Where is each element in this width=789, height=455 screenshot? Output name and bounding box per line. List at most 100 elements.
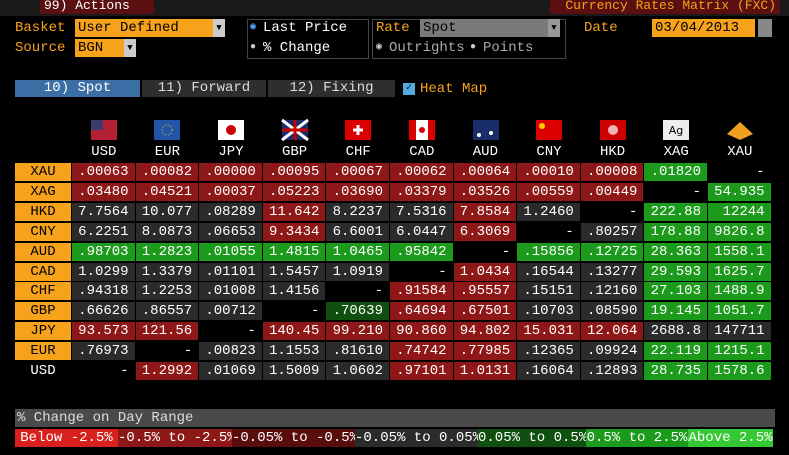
- rate-cell: 10.077: [135, 202, 200, 222]
- rate-cell: .00559: [517, 182, 581, 202]
- rate-cell: 1.5009: [262, 362, 327, 381]
- rate-cell: 1.2992: [135, 362, 200, 381]
- rate-cell: 6.2251: [72, 222, 136, 242]
- rate-cell: 12244: [708, 202, 772, 222]
- column-header: CHF: [345, 144, 371, 160]
- rate-cell: 1.4156: [262, 282, 327, 302]
- row-label: CNY: [15, 222, 72, 242]
- rate-cell: .12893: [580, 362, 645, 381]
- rate-cell: 1488.9: [708, 282, 772, 302]
- rate-cell: .00000: [199, 163, 263, 182]
- dropdown-arrow[interactable]: ▼: [548, 19, 560, 37]
- radio[interactable]: ●: [250, 42, 257, 53]
- rate-cell: .00067: [326, 163, 390, 182]
- rate-cell: .01820: [644, 163, 708, 182]
- rate-cell: .00064: [453, 163, 518, 182]
- rate-cell: -: [72, 362, 136, 381]
- column-header: HKD: [599, 144, 626, 160]
- rate-cell: .03379: [390, 182, 454, 202]
- rate-cell: 6.0447: [390, 222, 454, 242]
- rate-cell: 28.735: [644, 362, 708, 381]
- rate-cell: -: [135, 342, 200, 362]
- rate-cell: 1.0919: [326, 262, 390, 282]
- rate-cell: 1.0434: [453, 262, 518, 282]
- rate-cell: 178.88: [644, 222, 708, 242]
- rate-cell: 15.031: [517, 322, 581, 342]
- radio-selected[interactable]: ◉: [250, 22, 257, 33]
- pct-change-option[interactable]: % Change: [263, 40, 331, 56]
- rate-cell: .00037: [199, 182, 263, 202]
- rate-cell: .08590: [580, 302, 645, 322]
- dropdown-arrow[interactable]: ▼: [124, 39, 136, 57]
- rate-cell: .81610: [326, 342, 390, 362]
- rate-cell: 9.3434: [262, 222, 327, 242]
- rate-cell: -: [708, 163, 772, 182]
- rate-cell: -: [644, 182, 708, 202]
- rate-cell: 99.210: [326, 322, 390, 342]
- source-input[interactable]: BGN: [75, 39, 124, 57]
- rate-cell: .01069: [199, 362, 263, 381]
- date-label: Date: [584, 20, 618, 36]
- dropdown-arrow[interactable]: ▼: [213, 19, 225, 37]
- row-label: CHF: [15, 282, 72, 302]
- rate-cell: .12725: [580, 242, 645, 262]
- rate-cell: .95557: [453, 282, 518, 302]
- rate-cell: -: [453, 242, 518, 262]
- basket-input[interactable]: User Defined: [75, 19, 213, 37]
- rate-cell: 121.56: [135, 322, 200, 342]
- rate-cell: -: [517, 222, 581, 242]
- rate-cell: 11.642: [262, 202, 327, 222]
- rate-cell: .12160: [580, 282, 645, 302]
- calendar-button[interactable]: [758, 19, 772, 37]
- row-label: GBP: [15, 302, 72, 322]
- heat-map-label[interactable]: Heat Map: [420, 81, 488, 97]
- date-input[interactable]: 03/04/2013: [652, 19, 755, 37]
- rate-cell: .00008: [580, 163, 645, 182]
- legend-title: % Change on Day Range: [15, 409, 775, 427]
- tab[interactable]: 11) Forward: [142, 80, 266, 97]
- rate-cell: 54.935: [708, 182, 772, 202]
- rate-cell: 1051.7: [708, 302, 772, 322]
- last-price-option[interactable]: Last Price: [263, 20, 348, 36]
- rate-cell: -: [326, 282, 390, 302]
- rate-cell: 1215.1: [708, 342, 772, 362]
- rate-cell: 1.5457: [262, 262, 327, 282]
- rate-cell: .74742: [390, 342, 454, 362]
- rate-cell: 6.3069: [453, 222, 518, 242]
- rate-cell: 1.1553: [262, 342, 327, 362]
- rate-cell: 12.064: [580, 322, 645, 342]
- rate-cell: 1.2823: [135, 242, 200, 262]
- rate-cell: 1625.7: [708, 262, 772, 282]
- rate-cell: 1.2253: [135, 282, 200, 302]
- rate-label: Rate: [376, 20, 410, 36]
- rate-cell: .00095: [262, 163, 327, 182]
- row-label: XAU: [15, 163, 72, 182]
- rate-cell: .00082: [135, 163, 200, 182]
- rate-cell: .00010: [517, 163, 581, 182]
- flag-row: Ag: [91, 118, 753, 142]
- rate-cell: .86557: [135, 302, 200, 322]
- rate-input[interactable]: Spot: [420, 19, 548, 37]
- rate-cell: .00449: [580, 182, 645, 202]
- legend-item: -0.05% to -0.5%: [232, 429, 359, 447]
- row-label: HKD: [15, 202, 72, 222]
- rate-cell: .10703: [517, 302, 581, 322]
- rate-cell: 7.5316: [390, 202, 454, 222]
- tab[interactable]: 10) Spot: [15, 80, 140, 97]
- rate-cell: .91584: [390, 282, 454, 302]
- tab[interactable]: 12) Fixing: [268, 80, 395, 97]
- points-option[interactable]: Points: [483, 40, 534, 56]
- rate-cell: .01008: [199, 282, 263, 302]
- column-header: EUR: [154, 144, 180, 160]
- heat-map-checkbox[interactable]: ✓: [403, 83, 415, 95]
- radio[interactable]: ●: [470, 42, 477, 53]
- rate-cell: .77985: [453, 342, 518, 362]
- outrights-option[interactable]: Outrights: [389, 40, 465, 56]
- rate-cell: .03526: [453, 182, 518, 202]
- rate-cell: 1.0465: [326, 242, 390, 262]
- column-header: CNY: [536, 144, 562, 160]
- source-label: Source: [15, 40, 66, 56]
- rate-cell: .16064: [517, 362, 581, 381]
- actions-menu[interactable]: 99) Actions: [40, 0, 154, 14]
- radio[interactable]: ◉: [376, 42, 383, 53]
